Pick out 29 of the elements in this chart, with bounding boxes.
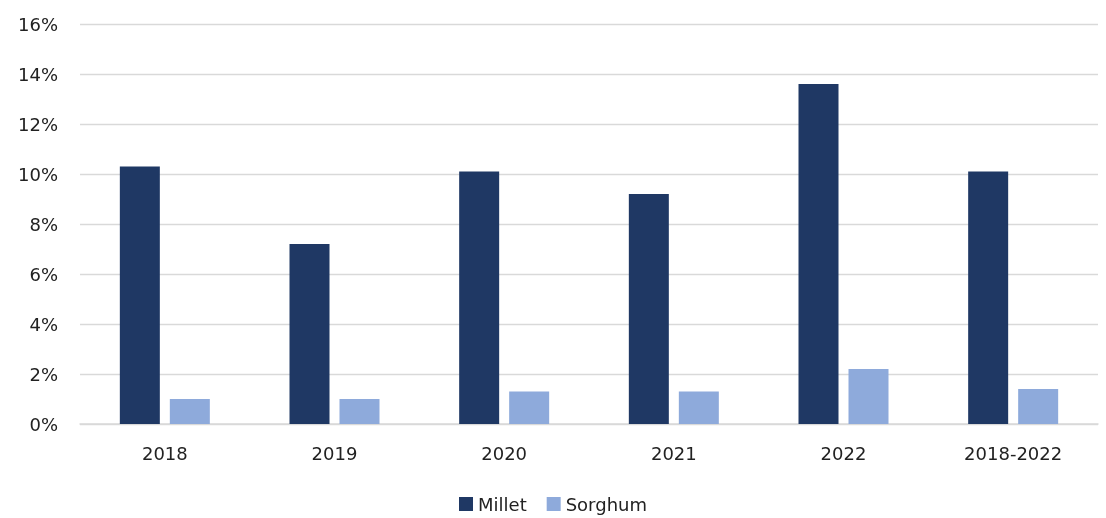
bar <box>459 171 500 424</box>
y-tick-label: 2% <box>29 363 58 385</box>
legend-label: Sorghum <box>565 493 647 515</box>
x-tick-label: 2018-2022 <box>964 442 1063 464</box>
y-tick-label: 8% <box>29 213 58 235</box>
bar <box>119 166 160 424</box>
bar <box>798 84 839 424</box>
x-tick-label: 2020 <box>481 442 528 464</box>
bar <box>169 399 210 424</box>
y-tick-label: 12% <box>17 113 58 135</box>
bar <box>289 244 330 424</box>
x-tick-label: 2018 <box>141 442 188 464</box>
bar <box>678 391 719 424</box>
bar <box>1018 389 1059 424</box>
y-tick-label: 6% <box>29 263 58 285</box>
bar <box>339 399 380 424</box>
y-tick-label: 4% <box>29 313 58 335</box>
bar <box>628 194 669 424</box>
y-tick-label: 10% <box>17 163 58 185</box>
bar <box>509 391 550 424</box>
y-tick-label: 16% <box>17 13 58 35</box>
x-tick-label: 2022 <box>820 442 867 464</box>
legend-label: Millet <box>478 493 527 515</box>
bar <box>848 369 889 424</box>
bar <box>968 171 1009 424</box>
y-tick-label: 14% <box>17 63 58 85</box>
x-tick-label: 2021 <box>650 442 697 464</box>
y-tick-label: 0% <box>29 413 58 435</box>
x-tick-label: 2019 <box>311 442 358 464</box>
